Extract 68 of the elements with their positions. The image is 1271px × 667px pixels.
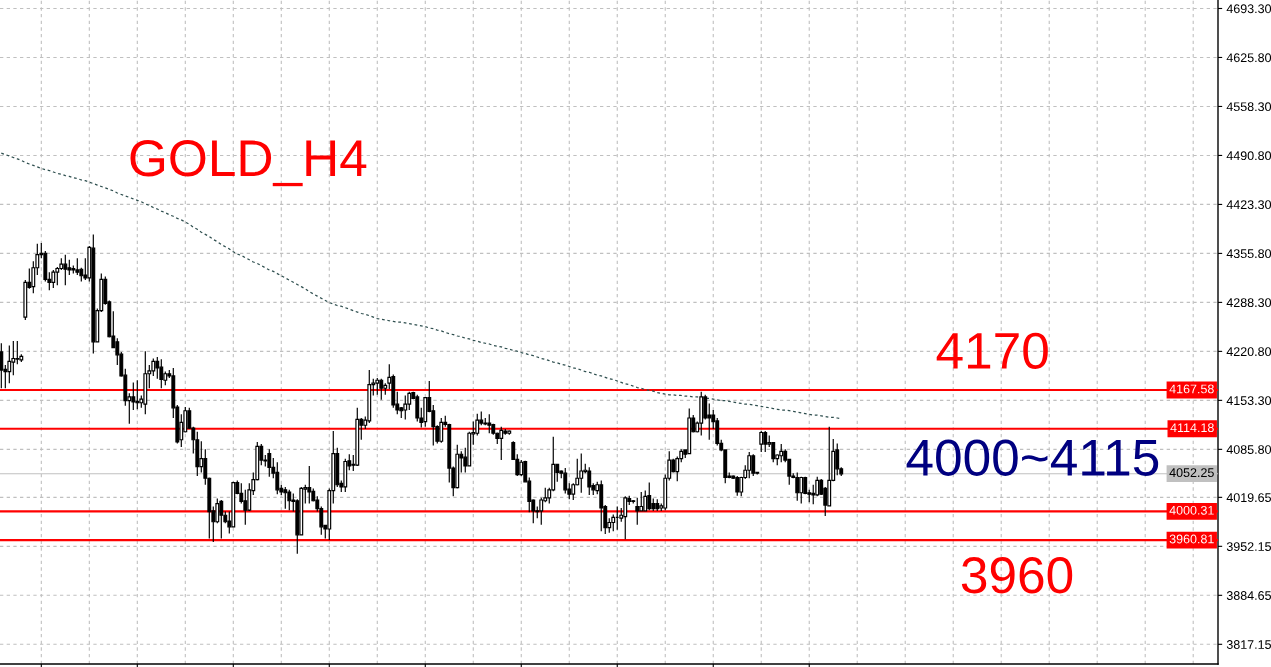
y-tick-label: 4085.80 bbox=[1226, 445, 1271, 454]
candlestick bbox=[647, 481, 652, 511]
text: 4000~4115 bbox=[906, 439, 1159, 476]
candlestick bbox=[287, 489, 292, 511]
candlestick bbox=[799, 476, 804, 505]
candlestick bbox=[415, 394, 420, 423]
ref-line-label: 3960.81 bbox=[1169, 534, 1214, 544]
y-tick-label: 4625.80 bbox=[1226, 53, 1271, 63]
candlestick bbox=[563, 467, 568, 495]
candlestick bbox=[439, 417, 444, 444]
candlestick bbox=[51, 269, 56, 289]
candlestick bbox=[379, 378, 384, 401]
candlestick bbox=[631, 499, 636, 505]
candlestick bbox=[763, 430, 768, 453]
candlestick bbox=[231, 481, 236, 529]
candlestick bbox=[159, 358, 164, 389]
candlestick bbox=[143, 350, 148, 415]
y-tick-label: 4490.80 bbox=[1226, 151, 1271, 161]
candlestick bbox=[507, 429, 512, 436]
y-tick-label: 4288.30 bbox=[1226, 298, 1271, 308]
candlestick bbox=[587, 466, 592, 496]
ref-line-label: 4114.18 bbox=[1170, 423, 1214, 433]
y-tick-label: 4693.30 bbox=[1226, 4, 1271, 14]
y-tick-label: 3884.65 bbox=[1226, 591, 1271, 600]
y-tick-label: 3952.15 bbox=[1226, 542, 1271, 551]
candlestick bbox=[599, 479, 604, 532]
ref-line-label: 4000.31 bbox=[1169, 505, 1214, 515]
text: 3960 bbox=[961, 557, 1073, 594]
candlestick bbox=[307, 465, 312, 505]
candlestick bbox=[343, 458, 348, 493]
candlestick bbox=[283, 486, 288, 510]
ref-line-label: 4167.58 bbox=[1169, 384, 1214, 394]
y-tick-label: 3817.15 bbox=[1226, 640, 1271, 649]
candlestick bbox=[375, 377, 380, 396]
candlestick bbox=[751, 453, 756, 477]
candlestick bbox=[779, 443, 784, 463]
y-tick-label: 4558.30 bbox=[1226, 102, 1271, 112]
candlestick bbox=[275, 461, 280, 495]
candlestick bbox=[195, 431, 200, 477]
candlestick bbox=[655, 498, 660, 512]
candlestick bbox=[7, 344, 12, 384]
candlestick bbox=[91, 233, 96, 354]
candlestick bbox=[735, 475, 740, 497]
candlestick bbox=[219, 499, 224, 540]
candlestick bbox=[615, 505, 620, 531]
y-tick-label: 4423.30 bbox=[1226, 200, 1271, 210]
candlestick bbox=[63, 254, 68, 286]
candlestick bbox=[267, 448, 272, 478]
candlestick bbox=[687, 407, 692, 455]
candlestick bbox=[759, 430, 764, 453]
candlestick bbox=[747, 451, 752, 479]
ref-line-label: 4052.25 bbox=[1169, 468, 1214, 478]
candlestick bbox=[579, 452, 584, 494]
y-tick-label: 4220.80 bbox=[1226, 347, 1271, 357]
y-tick-label: 4153.30 bbox=[1226, 396, 1271, 406]
y-tick-label: 4019.65 bbox=[1226, 493, 1271, 502]
candlestick bbox=[795, 471, 800, 502]
candlestick bbox=[0, 342, 4, 389]
candlestick bbox=[623, 495, 628, 540]
candlestick bbox=[487, 413, 492, 434]
y-tick-label: 4355.80 bbox=[1226, 249, 1271, 259]
candlestick bbox=[403, 394, 408, 421]
candlestick bbox=[355, 407, 360, 467]
candlestick bbox=[135, 379, 140, 410]
text: GOLD_H4 bbox=[130, 140, 367, 187]
candlestick bbox=[499, 426, 504, 461]
text: 4170 bbox=[936, 332, 1048, 370]
candlestick bbox=[699, 391, 704, 436]
